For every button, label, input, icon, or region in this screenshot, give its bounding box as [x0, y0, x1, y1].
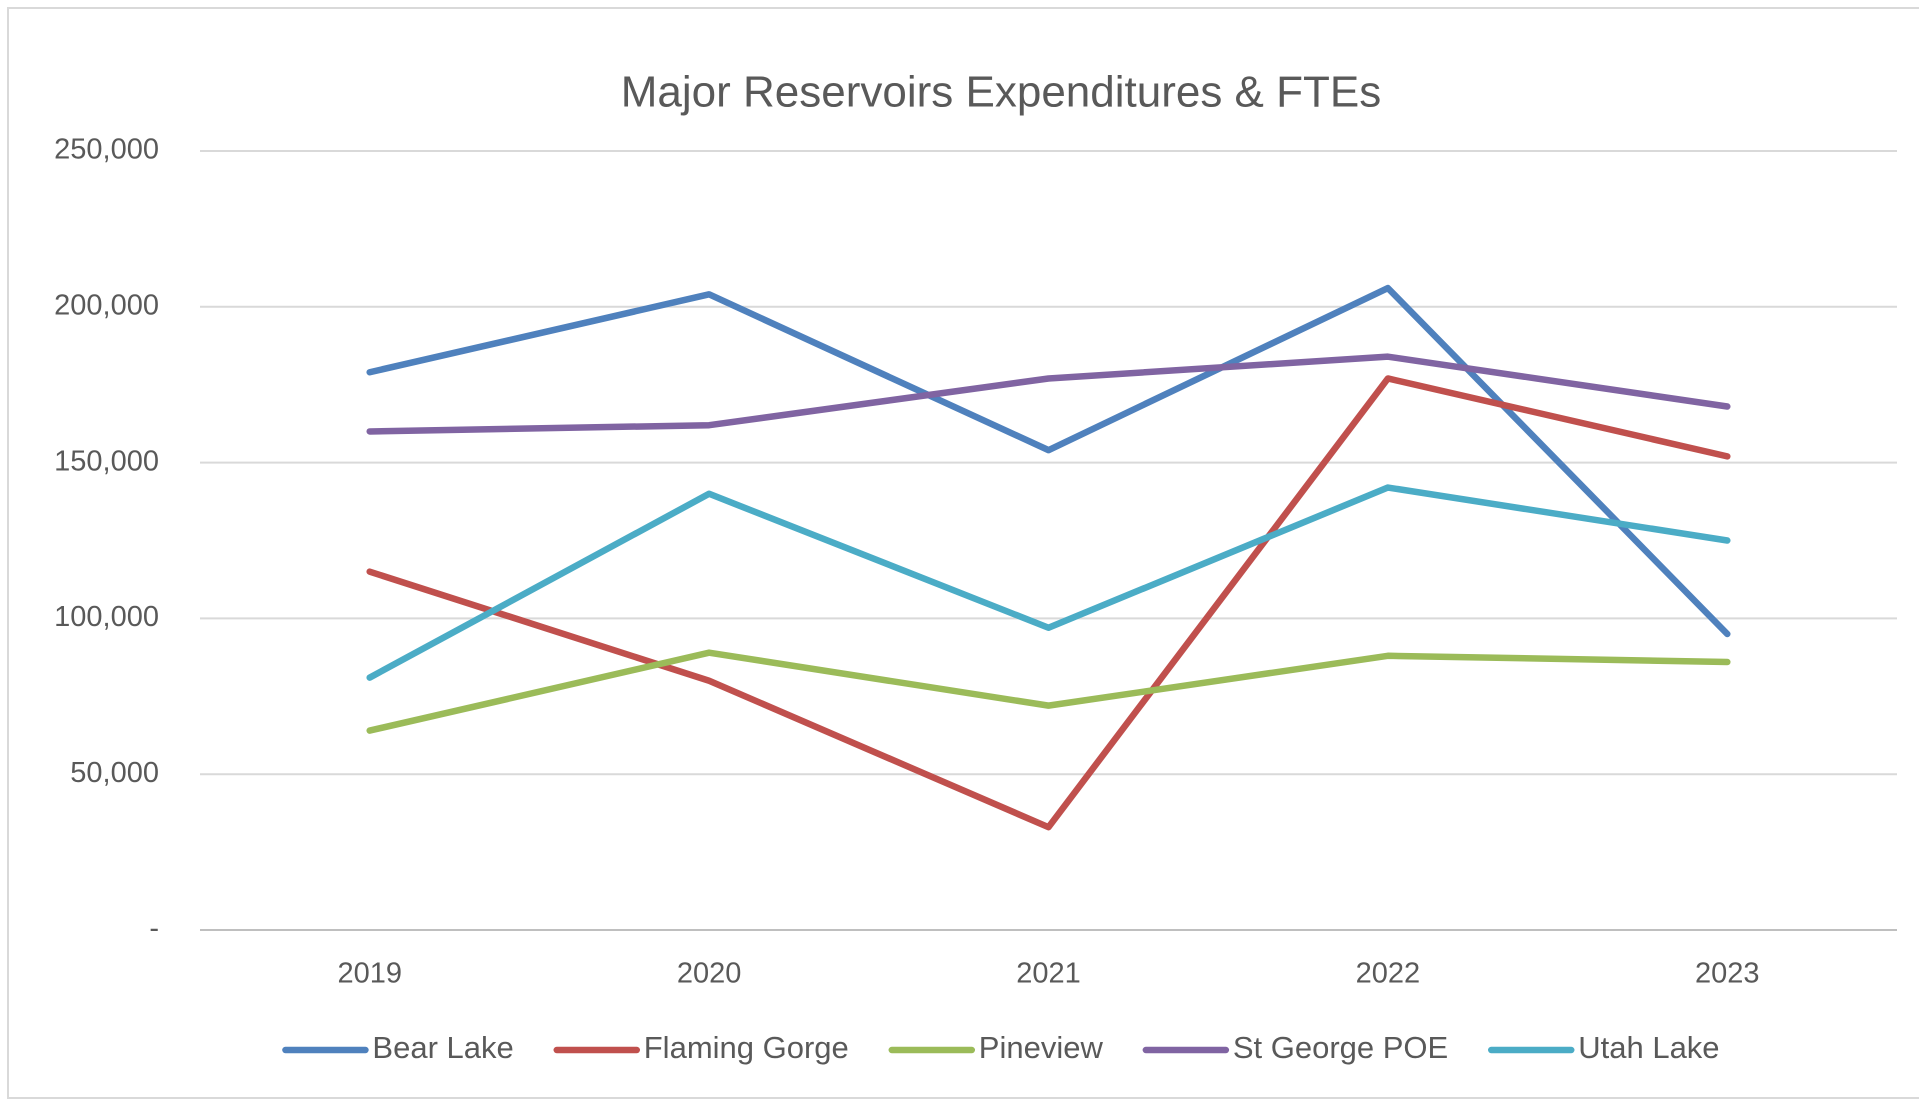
- chart-frame: [7, 7, 1919, 1099]
- x-tick-label: 2021: [1016, 958, 1081, 990]
- x-tick-label: 2019: [337, 958, 402, 990]
- y-tick-label: 150,000: [54, 445, 159, 477]
- x-tick-label: 2022: [1356, 958, 1421, 990]
- series-line: [366, 484, 1731, 681]
- legend-label: Flaming Gorge: [644, 1030, 849, 1065]
- x-tick-label: 2023: [1695, 958, 1760, 990]
- series-line: [366, 375, 1731, 831]
- y-tick-label: 200,000: [54, 289, 159, 321]
- legend-label: Pineview: [979, 1030, 1104, 1065]
- legend-label: Utah Lake: [1578, 1030, 1719, 1065]
- y-tick-label: 100,000: [54, 601, 159, 633]
- x-tick-label: 2020: [677, 958, 742, 990]
- y-tick-label: 50,000: [70, 757, 159, 789]
- series-line: [366, 353, 1731, 435]
- series-line: [366, 649, 1731, 734]
- y-tick-label: -: [149, 913, 159, 945]
- y-tick-label: 250,000: [54, 134, 159, 166]
- legend-label: St George POE: [1233, 1030, 1448, 1065]
- chart-title: Major Reservoirs Expenditures & FTEs: [621, 68, 1381, 117]
- legend-label: Bear Lake: [372, 1030, 513, 1065]
